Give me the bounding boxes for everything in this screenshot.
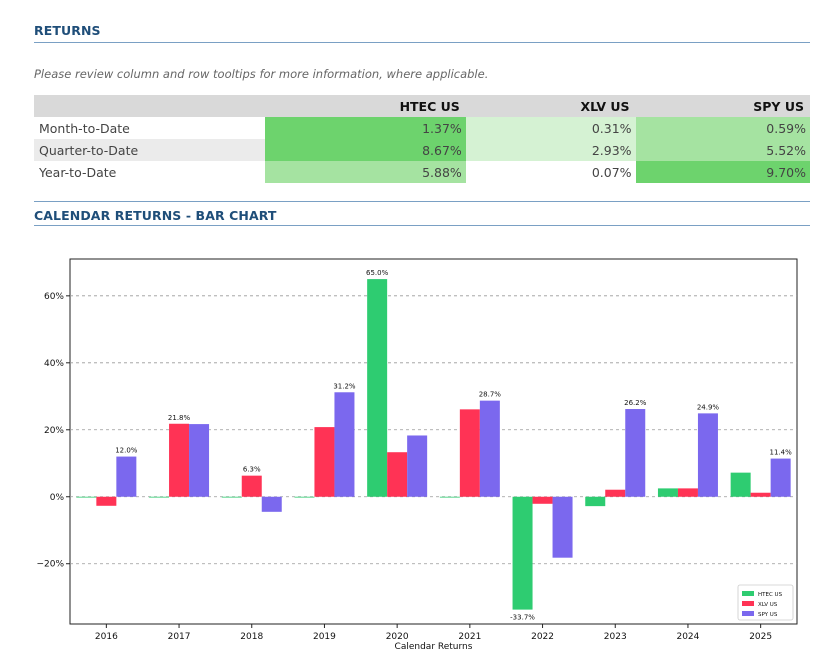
calendar-section-title: CALENDAR RETURNS - BAR CHART (34, 208, 277, 223)
data-label: 65.0% (366, 269, 389, 277)
column-header-htec[interactable]: HTEC US (265, 95, 466, 117)
returns-row-year-to-date: Year-to-Date 5.88% 0.07% 9.70% (34, 161, 810, 183)
bar-spy-us-2017 (189, 424, 210, 497)
x-tick-label: 2017 (168, 632, 191, 642)
x-tick-label: 2016 (95, 632, 118, 642)
legend-swatch (742, 611, 754, 616)
x-tick-label: 2018 (240, 632, 263, 642)
bar-xlv-us-2025 (750, 492, 771, 497)
bar-spy-us-2021 (479, 400, 500, 497)
bar-htec-us-2025 (730, 472, 751, 497)
bar-spy-us-2020 (407, 435, 428, 497)
bar-xlv-us-2018 (241, 475, 262, 497)
data-label: 21.8% (168, 414, 191, 422)
y-tick-label: 20% (44, 426, 64, 436)
data-label: 11.4% (770, 449, 793, 457)
bar-spy-us-2022 (552, 496, 573, 558)
bar-xlv-us-2022 (532, 496, 553, 504)
legend-swatch (742, 601, 754, 606)
x-tick-label: 2025 (749, 632, 772, 642)
calendar-title-rule (34, 225, 810, 226)
bar-spy-us-2024 (697, 413, 718, 497)
y-tick-label: 40% (44, 359, 64, 369)
calendar-returns-bar-chart: −20% 0% 20% 40% 60% 12.0% 21.8% 6.3% 31.2% 65.0%… (36, 258, 798, 652)
bar-htec-us-2024 (657, 488, 678, 497)
y-tick-label: −20% (36, 560, 64, 570)
bar-htec-us-2023 (585, 496, 606, 507)
bar-htec-us-2021 (439, 496, 460, 498)
x-axis-ticks: 2016 2017 2018 2019 2020 2021 2022 2023 2024 2025 (95, 624, 772, 642)
returns-table: HTEC US XLV US SPY US Month-to-Date 1.37… (34, 95, 810, 183)
bar-xlv-us-2017 (169, 423, 190, 497)
returns-row-quarter-to-date: Quarter-to-Date 8.67% 2.93% 5.52% (34, 139, 810, 161)
value-cell: 2.93% (465, 139, 636, 161)
x-tick-label: 2022 (531, 632, 554, 642)
row-label[interactable]: Month-to-Date (39, 120, 130, 136)
bar-xlv-us-2021 (459, 409, 480, 497)
value-cell: 5.52% (635, 139, 810, 161)
bar-spy-us-2018 (261, 496, 282, 512)
y-tick-label: 60% (44, 292, 64, 302)
bar-htec-us-2017 (149, 496, 170, 498)
x-tick-label: 2019 (313, 632, 336, 642)
header-blank-cell (34, 95, 265, 117)
bar-htec-us-2018 (221, 496, 242, 498)
returns-header-row: HTEC US XLV US SPY US (34, 95, 810, 117)
x-tick-label: 2023 (604, 632, 627, 642)
legend-label: HTEC US (758, 592, 783, 598)
row-label[interactable]: Year-to-Date (39, 164, 117, 180)
bar-htec-us-2019 (294, 496, 315, 498)
bar-xlv-us-2019 (314, 427, 335, 497)
bar-spy-us-2023 (625, 409, 646, 497)
bar-xlv-us-2024 (677, 488, 698, 497)
x-axis-label: Calendar Returns (395, 642, 473, 652)
data-label: 6.3% (243, 466, 261, 474)
returns-title-rule (34, 42, 810, 43)
y-tick-label: 0% (50, 493, 65, 503)
legend-label: XLV US (758, 602, 778, 608)
bar-htec-us-2016 (76, 496, 97, 498)
row-label[interactable]: Quarter-to-Date (34, 139, 265, 161)
x-tick-label: 2024 (676, 632, 699, 642)
y-axis-ticks: −20% 0% 20% 40% 60% (36, 292, 70, 570)
value-cell: 0.07% (465, 161, 636, 183)
tooltip-note: Please review column and row tooltips fo… (34, 67, 489, 81)
data-label: -33.7% (510, 614, 535, 622)
returns-row-month-to-date: Month-to-Date 1.37% 0.31% 0.59% (34, 117, 810, 139)
legend: HTEC US XLV US SPY US (737, 584, 794, 621)
legend-label: SPY US (758, 612, 778, 618)
data-labels: 12.0% 21.8% 6.3% 31.2% 65.0% 28.7% -33.7% 26.2%… (115, 269, 792, 622)
bar-htec-us-2022 (512, 496, 533, 610)
bar-spy-us-2016 (116, 456, 137, 497)
data-label: 24.9% (697, 403, 720, 411)
bar-spy-us-2025 (770, 458, 791, 497)
column-header-spy[interactable]: SPY US (635, 95, 810, 117)
bar-xlv-us-2023 (605, 489, 626, 497)
returns-section-title: RETURNS (34, 23, 101, 38)
legend-swatch (742, 591, 754, 596)
data-label: 31.2% (333, 382, 356, 390)
value-cell: 0.31% (465, 117, 636, 139)
bar-xlv-us-2020 (387, 452, 408, 497)
data-label: 12.0% (115, 447, 138, 455)
column-header-xlv[interactable]: XLV US (465, 95, 636, 117)
value-cell: 9.70% (635, 161, 810, 183)
x-tick-label: 2020 (386, 632, 409, 642)
value-cell: 1.37% (265, 117, 466, 139)
x-tick-label: 2021 (458, 632, 481, 642)
value-cell: 5.88% (265, 161, 466, 183)
data-label: 28.7% (479, 391, 502, 399)
bar-spy-us-2019 (334, 392, 355, 497)
bar-xlv-us-2016 (96, 496, 117, 506)
bars (76, 279, 791, 610)
bar-htec-us-2020 (367, 279, 388, 497)
calendar-top-rule (34, 201, 810, 202)
value-cell: 0.59% (635, 117, 810, 139)
data-label: 26.2% (624, 399, 647, 407)
value-cell: 8.67% (265, 139, 466, 161)
